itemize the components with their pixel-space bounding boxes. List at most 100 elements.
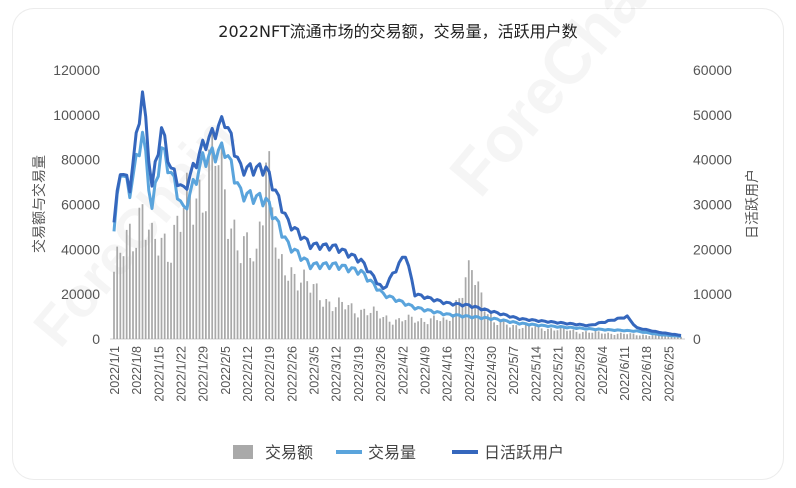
bar [227, 238, 229, 339]
x-tick-label: 2022/1/22 [175, 346, 189, 402]
x-tick-label: 2022/4/16 [441, 346, 455, 402]
bar [575, 331, 578, 339]
y-right-tick: 50000 [693, 107, 732, 123]
bar [429, 318, 432, 339]
bar [417, 321, 419, 339]
bar [594, 330, 597, 339]
bar [204, 211, 207, 339]
bar [480, 292, 483, 339]
bar [230, 228, 233, 339]
bar [303, 269, 305, 339]
bar [379, 318, 381, 339]
bar [338, 297, 340, 339]
bar [116, 246, 119, 339]
bar [566, 330, 568, 339]
volume-line [112, 130, 682, 338]
bar [439, 321, 442, 339]
bar [293, 273, 296, 339]
bar [610, 333, 613, 339]
bar [132, 251, 134, 339]
bar [274, 247, 277, 339]
x-tick-label: 2022/4/2 [396, 346, 410, 395]
users-line [112, 90, 682, 337]
bar [474, 285, 476, 339]
bar [265, 162, 267, 339]
bar [144, 239, 147, 339]
chart-title: 2022NFT流通市场的交易额，交易量，活跃用户数 [218, 22, 577, 41]
bar [543, 330, 546, 339]
y-left-tick: 0 [92, 331, 100, 347]
bar [325, 299, 328, 339]
bar [629, 333, 632, 339]
bar [309, 292, 312, 339]
bar [464, 277, 467, 339]
legend: 交易额 交易量 日活跃用户 [233, 443, 564, 462]
bar [189, 194, 191, 339]
x-tick-label: 2022/6/25 [662, 346, 676, 402]
bar [363, 308, 366, 339]
bar [540, 328, 543, 339]
bar [477, 281, 480, 339]
bar [556, 330, 559, 339]
bar [277, 258, 280, 339]
bar [141, 204, 144, 339]
bar [163, 233, 166, 339]
bar [676, 336, 679, 339]
bar [262, 225, 264, 339]
bar [559, 327, 562, 339]
bar [128, 223, 131, 339]
x-tick-label: 2022/6/4 [596, 346, 610, 395]
bar [347, 305, 350, 339]
bar [562, 328, 565, 339]
bar [442, 317, 445, 339]
bar [524, 323, 527, 339]
y-left-tick: 40000 [61, 241, 100, 257]
x-tick-label: 2022/1/8 [130, 346, 144, 395]
bar [220, 145, 223, 339]
bar [290, 267, 293, 339]
bar [591, 332, 594, 339]
bar [312, 284, 315, 339]
x-tick-label: 2022/2/12 [241, 346, 255, 402]
y-left-tick: 60000 [61, 197, 100, 213]
bar [382, 317, 385, 339]
x-tick-label: 2022/3/5 [308, 346, 322, 395]
x-tick-label: 2022/1/29 [197, 346, 211, 402]
bar [173, 224, 176, 339]
bar [616, 333, 619, 339]
bar [455, 299, 457, 339]
bar [436, 320, 438, 339]
bar [319, 300, 321, 339]
x-tick-label: 2022/3/19 [352, 346, 366, 402]
y-right-tick: 60000 [693, 62, 732, 78]
bar [236, 250, 239, 339]
bar [376, 310, 378, 339]
bar [648, 335, 651, 339]
bar [243, 236, 245, 339]
bar [296, 290, 299, 339]
bar [395, 319, 397, 339]
bar [613, 335, 616, 339]
bar [483, 311, 486, 339]
legend-label: 日活跃用户 [484, 443, 564, 462]
bar [499, 321, 502, 339]
x-tick-label: 2022/2/5 [219, 346, 233, 395]
bar [300, 282, 302, 339]
bar [445, 319, 448, 339]
legend-label: 交易额 [265, 443, 313, 462]
bar [448, 320, 451, 339]
bar [623, 333, 625, 339]
bar [201, 212, 204, 339]
y-right-tick: 30000 [693, 197, 732, 213]
bar [604, 333, 606, 339]
x-tick-label: 2022/5/14 [529, 346, 543, 402]
y-left-tick: 120000 [53, 62, 100, 78]
bar [458, 298, 461, 339]
bar [357, 317, 359, 339]
bar [537, 324, 540, 339]
bar [585, 331, 587, 339]
bar [407, 314, 410, 339]
bar [581, 332, 584, 339]
bar [433, 315, 435, 339]
bar [521, 327, 524, 339]
